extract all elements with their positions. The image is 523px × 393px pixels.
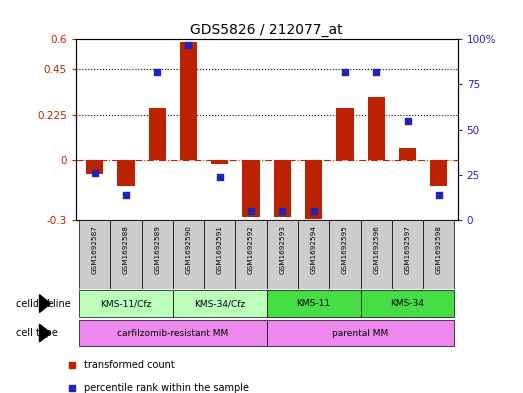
Point bbox=[122, 192, 130, 198]
Point bbox=[215, 174, 224, 180]
Text: parental MM: parental MM bbox=[333, 329, 389, 338]
Point bbox=[90, 170, 99, 176]
Point bbox=[67, 384, 76, 391]
Point bbox=[153, 69, 162, 75]
Bar bbox=[235, 220, 267, 289]
Text: GSM1692595: GSM1692595 bbox=[342, 226, 348, 274]
Bar bbox=[173, 290, 267, 317]
Text: cell type: cell type bbox=[16, 328, 58, 338]
Point bbox=[372, 69, 380, 75]
Bar bbox=[243, 160, 260, 217]
Text: GSM1692588: GSM1692588 bbox=[123, 226, 129, 274]
Bar bbox=[430, 160, 448, 186]
Text: GSM1692592: GSM1692592 bbox=[248, 226, 254, 274]
Bar bbox=[142, 220, 173, 289]
Bar bbox=[399, 148, 416, 160]
Text: GSM1692594: GSM1692594 bbox=[311, 226, 316, 274]
Bar bbox=[79, 220, 110, 289]
Bar bbox=[86, 160, 103, 174]
Text: GSM1692593: GSM1692593 bbox=[279, 226, 286, 274]
Text: KMS-11: KMS-11 bbox=[297, 299, 331, 308]
Text: percentile rank within the sample: percentile rank within the sample bbox=[84, 383, 249, 393]
Text: GSM1692591: GSM1692591 bbox=[217, 226, 223, 274]
Point bbox=[341, 69, 349, 75]
Bar bbox=[267, 290, 361, 317]
Bar bbox=[204, 220, 235, 289]
Point bbox=[247, 208, 255, 214]
Text: GSM1692598: GSM1692598 bbox=[436, 226, 442, 274]
Bar bbox=[298, 220, 329, 289]
Bar bbox=[173, 220, 204, 289]
Text: GSM1692597: GSM1692597 bbox=[405, 226, 411, 274]
Point bbox=[435, 192, 443, 198]
Bar bbox=[267, 320, 454, 346]
Bar bbox=[180, 42, 197, 160]
Bar bbox=[267, 220, 298, 289]
Bar bbox=[79, 320, 267, 346]
Bar bbox=[361, 290, 454, 317]
Bar bbox=[79, 290, 173, 317]
Point bbox=[403, 118, 412, 124]
Bar bbox=[368, 97, 385, 160]
Bar bbox=[392, 220, 423, 289]
Point bbox=[278, 208, 287, 214]
Text: GSM1692587: GSM1692587 bbox=[92, 226, 98, 274]
Text: GSM1692596: GSM1692596 bbox=[373, 226, 379, 274]
Polygon shape bbox=[40, 324, 50, 342]
Point bbox=[310, 208, 318, 214]
Text: cell line: cell line bbox=[16, 299, 53, 309]
Text: KMS-11/Cfz: KMS-11/Cfz bbox=[100, 299, 152, 308]
Text: cell line: cell line bbox=[33, 299, 71, 309]
Bar bbox=[149, 108, 166, 160]
Title: GDS5826 / 212077_at: GDS5826 / 212077_at bbox=[190, 23, 343, 37]
Bar bbox=[361, 220, 392, 289]
Text: KMS-34/Cfz: KMS-34/Cfz bbox=[194, 299, 245, 308]
Bar bbox=[329, 220, 361, 289]
Text: KMS-34: KMS-34 bbox=[391, 299, 425, 308]
Bar bbox=[274, 160, 291, 217]
Bar bbox=[117, 160, 134, 186]
Point bbox=[67, 362, 76, 368]
Polygon shape bbox=[40, 295, 50, 312]
Bar bbox=[423, 220, 454, 289]
Text: carfilzomib-resistant MM: carfilzomib-resistant MM bbox=[117, 329, 229, 338]
Text: transformed count: transformed count bbox=[84, 360, 175, 370]
Bar bbox=[211, 160, 229, 164]
Point bbox=[184, 42, 192, 48]
Text: GSM1692590: GSM1692590 bbox=[186, 226, 191, 274]
Bar bbox=[110, 220, 142, 289]
Bar bbox=[336, 108, 354, 160]
Text: GSM1692589: GSM1692589 bbox=[154, 226, 160, 274]
Bar bbox=[305, 160, 322, 219]
